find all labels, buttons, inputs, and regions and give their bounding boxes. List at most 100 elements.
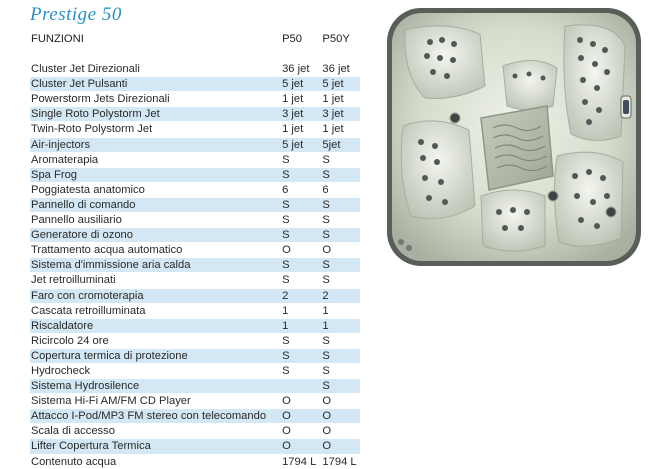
cell-feature: Aromaterapia bbox=[30, 151, 282, 168]
table-row: Scala di accesso O O bbox=[30, 423, 360, 439]
table-row: Aromaterapia S S bbox=[30, 151, 360, 168]
cell-feature: Pannello di comando bbox=[30, 196, 282, 213]
cell-p50y: 1 bbox=[321, 317, 360, 334]
cell-p50y: O bbox=[321, 393, 360, 409]
cell-p50y: 36 jet bbox=[321, 61, 360, 77]
cell-p50y: O bbox=[321, 438, 360, 455]
table-row: Powerstorm Jets Direzionali 1 jet 1 jet bbox=[30, 91, 360, 107]
cell-p50: 36 jet bbox=[281, 61, 322, 77]
cell-feature: Contenuto acqua bbox=[30, 453, 282, 469]
cell-feature: Single Roto Polystorm Jet bbox=[30, 106, 282, 122]
header-p50: P50 bbox=[282, 33, 302, 45]
features-table: FUNZIONI P50 P50Y Cluster Jet Direzional… bbox=[30, 32, 360, 469]
table-row: Jet retroilluminati S S bbox=[30, 272, 360, 288]
table-row: Attacco I-Pod/MP3 FM stereo con telecoma… bbox=[30, 408, 360, 424]
cell-p50: S bbox=[281, 347, 322, 364]
table-row: Faro con cromoterapia 2 2 bbox=[30, 287, 360, 304]
table-row: Cascata retroilluminata 1 1 bbox=[30, 302, 360, 319]
cell-p50: S bbox=[281, 257, 322, 273]
cell-feature: Air-injectors bbox=[30, 136, 282, 153]
cell-p50y: 5jet bbox=[321, 136, 360, 153]
cell-p50: 1 jet bbox=[281, 91, 322, 107]
table-row: Contenuto acqua 1794 L 1794 L bbox=[30, 453, 360, 469]
cell-p50y: S bbox=[321, 212, 360, 228]
cell-p50y: 3 jet bbox=[321, 106, 360, 122]
table-row: Ricircolo 24 ore S S bbox=[30, 332, 360, 349]
cell-p50y: 5 jet bbox=[321, 76, 360, 92]
cell-p50: 1 bbox=[281, 302, 322, 319]
cell-p50y: S bbox=[321, 257, 360, 273]
cell-p50: 1794 L bbox=[281, 453, 322, 469]
header-gap bbox=[30, 46, 360, 62]
cell-p50y: S bbox=[321, 347, 360, 364]
cell-feature: Faro con cromoterapia bbox=[30, 287, 282, 304]
cell-p50y: 6 bbox=[321, 181, 360, 198]
table-row: Sistema Hydrosilence S bbox=[30, 378, 360, 394]
cell-p50: O bbox=[281, 393, 322, 409]
cell-feature: Pannello ausiliario bbox=[30, 212, 282, 228]
table-row: Sistema d'immissione aria calda S S bbox=[30, 257, 360, 273]
table-row: Hydrocheck S S bbox=[30, 362, 360, 379]
cell-p50y: S bbox=[321, 332, 360, 349]
cell-p50: 3 jet bbox=[281, 106, 322, 122]
cell-feature: Cascata retroilluminata bbox=[30, 302, 282, 319]
table-row: Pannello di comando S S bbox=[30, 196, 360, 213]
cell-p50: S bbox=[281, 166, 322, 183]
table-row: Copertura termica di protezione S S bbox=[30, 347, 360, 364]
cell-feature: Trattamento acqua automatico bbox=[30, 242, 282, 258]
cell-feature: Sistema d'immissione aria calda bbox=[30, 257, 282, 273]
cell-p50y: O bbox=[321, 408, 360, 424]
cell-feature: Powerstorm Jets Direzionali bbox=[30, 91, 282, 107]
cell-feature: Twin-Roto Polystorm Jet bbox=[30, 121, 282, 138]
cell-p50: S bbox=[281, 362, 322, 379]
cell-p50y: O bbox=[321, 423, 360, 439]
cell-p50y: 1 jet bbox=[321, 121, 360, 138]
brand-title: Prestige 50 bbox=[30, 4, 122, 25]
cell-feature: Cluster Jet Pulsanti bbox=[30, 76, 282, 92]
cell-feature: Sistema Hi-Fi AM/FM CD Player bbox=[30, 393, 282, 409]
table-row: Air-injectors 5 jet 5jet bbox=[30, 136, 360, 153]
cell-p50y: S bbox=[321, 196, 360, 213]
cell-feature: Cluster Jet Direzionali bbox=[30, 61, 282, 77]
cell-p50: 1 jet bbox=[281, 121, 322, 138]
table-row: Generatore di ozono S S bbox=[30, 227, 360, 243]
table-row: Sistema Hi-Fi AM/FM CD Player O O bbox=[30, 393, 360, 409]
cell-feature: Jet retroilluminati bbox=[30, 272, 282, 288]
table-row: Lifter Copertura Termica O O bbox=[30, 438, 360, 455]
cell-p50: S bbox=[281, 272, 322, 288]
cell-p50 bbox=[281, 378, 322, 394]
cell-p50: O bbox=[281, 438, 322, 455]
table-row: Riscaldatore 1 1 bbox=[30, 317, 360, 334]
cell-p50: S bbox=[281, 227, 322, 243]
cell-p50: S bbox=[281, 212, 322, 228]
cell-feature: Attacco I-Pod/MP3 FM stereo con telecoma… bbox=[30, 408, 282, 424]
cell-p50y: S bbox=[321, 227, 360, 243]
header-feature: FUNZIONI bbox=[31, 33, 84, 45]
cell-p50y: 1794 L bbox=[321, 453, 360, 469]
table-row: Pannello ausiliario S S bbox=[30, 212, 360, 228]
cell-feature: Riscaldatore bbox=[30, 317, 282, 334]
cell-p50y: S bbox=[321, 362, 360, 379]
cell-p50y: O bbox=[321, 242, 360, 258]
cell-p50y: 2 bbox=[321, 287, 360, 304]
cell-p50: 5 jet bbox=[281, 136, 322, 153]
table-row: Single Roto Polystorm Jet 3 jet 3 jet bbox=[30, 106, 360, 122]
cell-p50y: 1 jet bbox=[321, 91, 360, 107]
cell-p50: 1 bbox=[281, 317, 322, 334]
cell-p50: O bbox=[281, 408, 322, 424]
cell-p50: 5 jet bbox=[281, 76, 322, 92]
table-row: Cluster Jet Pulsanti 5 jet 5 jet bbox=[30, 76, 360, 92]
cell-feature: Ricircolo 24 ore bbox=[30, 332, 282, 349]
cell-p50: S bbox=[281, 196, 322, 213]
cell-p50: 2 bbox=[281, 287, 322, 304]
cell-feature: Sistema Hydrosilence bbox=[30, 378, 282, 394]
cell-p50: S bbox=[281, 151, 322, 168]
cell-p50y: S bbox=[321, 272, 360, 288]
cell-feature: Spa Frog bbox=[30, 166, 282, 183]
cell-p50: O bbox=[281, 242, 322, 258]
cell-p50: O bbox=[281, 423, 322, 439]
spa-tub-image bbox=[387, 8, 641, 266]
table-row: Spa Frog S S bbox=[30, 166, 360, 183]
table-row: Poggiatesta anatomico 6 6 bbox=[30, 181, 360, 198]
table-row: Trattamento acqua automatico O O bbox=[30, 242, 360, 258]
